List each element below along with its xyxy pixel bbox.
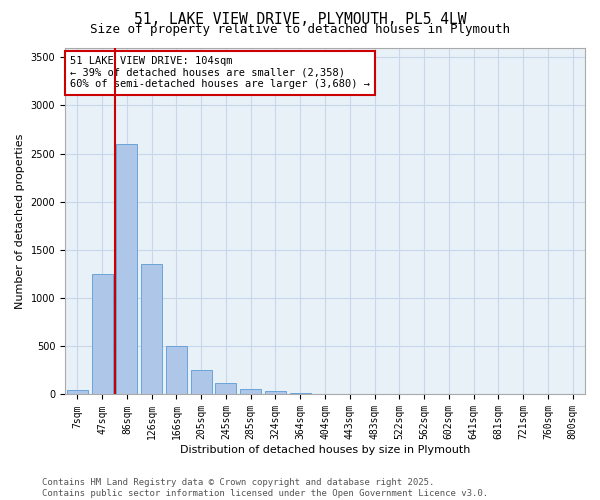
X-axis label: Distribution of detached houses by size in Plymouth: Distribution of detached houses by size …: [180, 445, 470, 455]
Text: Size of property relative to detached houses in Plymouth: Size of property relative to detached ho…: [90, 22, 510, 36]
Bar: [215, 383, 236, 394]
Bar: [92, 274, 113, 394]
Bar: [141, 264, 162, 394]
Text: Contains HM Land Registry data © Crown copyright and database right 2025.
Contai: Contains HM Land Registry data © Crown c…: [42, 478, 488, 498]
Bar: [265, 390, 286, 394]
Bar: [67, 390, 88, 394]
Bar: [191, 370, 212, 394]
Bar: [116, 144, 137, 395]
Text: 51, LAKE VIEW DRIVE, PLYMOUTH, PL5 4LW: 51, LAKE VIEW DRIVE, PLYMOUTH, PL5 4LW: [134, 12, 466, 28]
Y-axis label: Number of detached properties: Number of detached properties: [15, 134, 25, 308]
Text: 51 LAKE VIEW DRIVE: 104sqm
← 39% of detached houses are smaller (2,358)
60% of s: 51 LAKE VIEW DRIVE: 104sqm ← 39% of deta…: [70, 56, 370, 90]
Bar: [240, 388, 261, 394]
Bar: [290, 392, 311, 394]
Bar: [166, 346, 187, 395]
